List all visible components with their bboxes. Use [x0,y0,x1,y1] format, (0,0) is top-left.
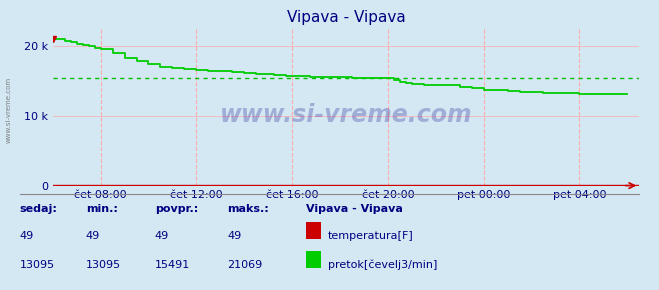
Text: 13095: 13095 [20,260,55,269]
Text: 49: 49 [86,231,100,240]
Text: povpr.:: povpr.: [155,204,198,214]
Text: 15491: 15491 [155,260,190,269]
Title: Vipava - Vipava: Vipava - Vipava [287,10,405,25]
Text: 49: 49 [227,231,242,240]
Text: pretok[čevelj3/min]: pretok[čevelj3/min] [328,260,437,270]
Text: 49: 49 [20,231,34,240]
Text: sedaj:: sedaj: [20,204,57,214]
Text: temperatura[F]: temperatura[F] [328,231,413,240]
Text: www.si-vreme.com: www.si-vreme.com [5,77,12,143]
Text: www.si-vreme.com: www.si-vreme.com [219,103,473,127]
Text: 21069: 21069 [227,260,262,269]
Text: 13095: 13095 [86,260,121,269]
Text: min.:: min.: [86,204,117,214]
Text: maks.:: maks.: [227,204,269,214]
Text: Vipava - Vipava: Vipava - Vipava [306,204,403,214]
Text: 49: 49 [155,231,169,240]
